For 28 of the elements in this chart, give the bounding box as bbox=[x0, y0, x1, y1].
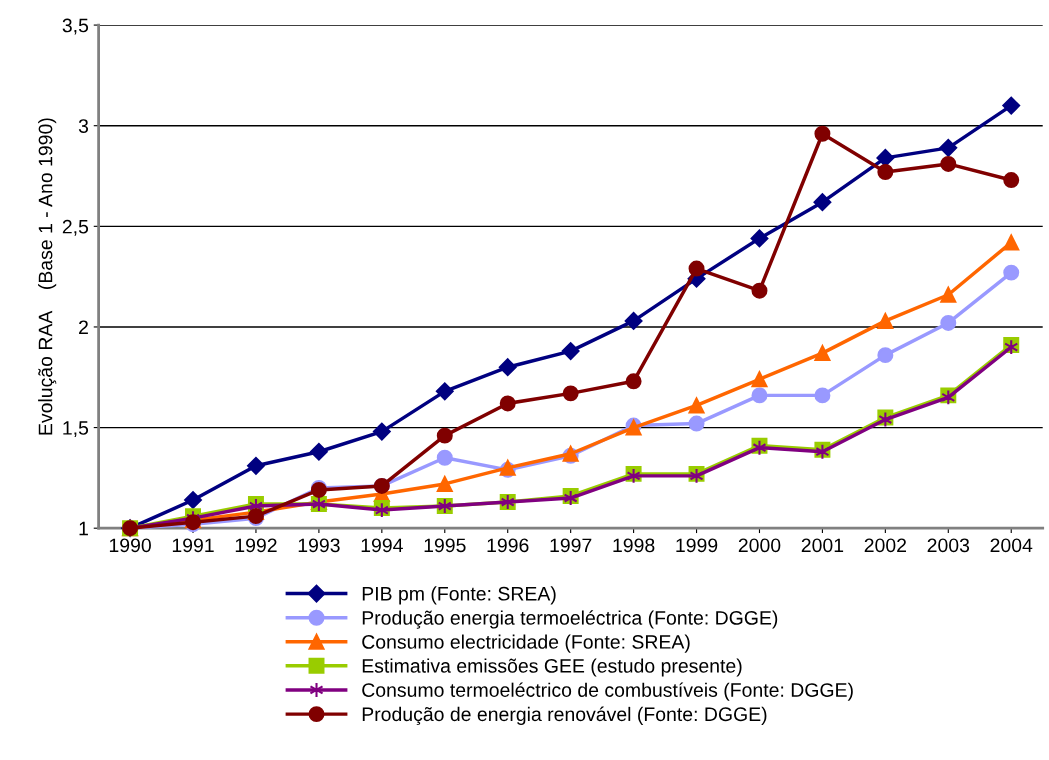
y-tick-label: 2 bbox=[79, 320, 88, 334]
legend-label: Produção de energia renovável (Fonte: DGGE) bbox=[362, 706, 767, 726]
x-tick-label: 2002 bbox=[864, 538, 907, 553]
y-tick-label: 1,5 bbox=[63, 421, 89, 438]
y-tick-label: 2,5 bbox=[62, 219, 89, 236]
legend-label: PIB pm (Fonte: SREA) bbox=[362, 586, 556, 605]
y-tick-label: 1 bbox=[79, 521, 88, 536]
legend-label: Consumo termoeléctrico de combustíveis (Fonte: DGGE) bbox=[362, 682, 853, 701]
y-tick-label: 3 bbox=[78, 119, 89, 133]
legend-label: Produção energia termoeléctrica (Fonte: DGGE) bbox=[362, 610, 778, 629]
x-tick-label: 1999 bbox=[676, 538, 718, 553]
x-tick-label: 1991 bbox=[172, 538, 214, 553]
x-tick-label: 1994 bbox=[361, 538, 403, 553]
y-tick-label: 3,5 bbox=[62, 18, 89, 35]
x-tick-label: 2004 bbox=[990, 538, 1033, 553]
x-tick-label: 1995 bbox=[424, 538, 466, 553]
x-tick-label: 2000 bbox=[738, 538, 781, 553]
x-tick-label: 1997 bbox=[550, 538, 592, 553]
y-axis-title: Evolução RAA (Base 1 - Ano 1990) bbox=[38, 118, 57, 435]
x-tick-label: 2003 bbox=[927, 538, 970, 553]
x-tick-label: 1992 bbox=[235, 538, 277, 553]
x-tick-label: 1990 bbox=[109, 538, 151, 553]
x-tick-label: 2001 bbox=[801, 538, 844, 553]
legend-label: Estimativa emissões GEE (estudo presente) bbox=[362, 658, 742, 677]
x-tick-label: 1998 bbox=[613, 538, 655, 553]
x-tick-label: 1996 bbox=[487, 538, 529, 553]
x-tick-label: 1993 bbox=[298, 538, 340, 553]
legend-label: Consumo electricidade (Fonte: SREA) bbox=[362, 634, 690, 653]
